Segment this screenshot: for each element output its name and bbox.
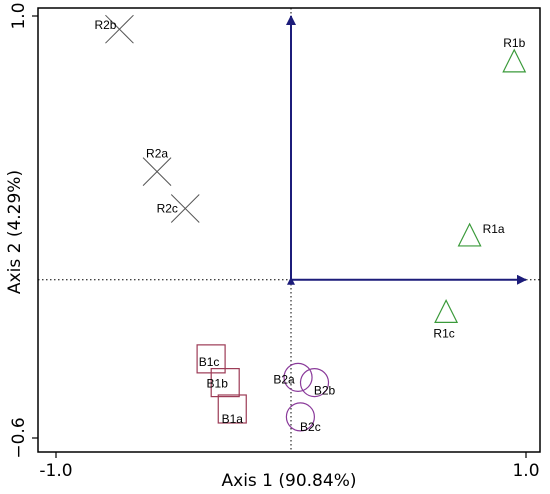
point-r2c-marker bbox=[170, 194, 200, 223]
point-b2b-marker bbox=[299, 368, 330, 398]
point-r1c-label: R1c bbox=[433, 326, 454, 340]
point-r2a-marker-stroke-b bbox=[142, 157, 172, 186]
point-b2c-label: B2c bbox=[300, 420, 321, 434]
point-b2a-marker bbox=[283, 362, 313, 392]
point-r2b-marker bbox=[105, 14, 134, 44]
point-b1c-label: B1c bbox=[199, 355, 220, 369]
point-b2c-marker bbox=[285, 402, 315, 432]
point-r2a-label: R2a bbox=[146, 147, 168, 161]
point-b1a-marker bbox=[217, 394, 247, 424]
origin-marker bbox=[287, 276, 295, 285]
point-r1a-label: R1a bbox=[483, 222, 505, 236]
x-axis-title: Axis 1 (90.84%) bbox=[222, 471, 357, 491]
point-r2a-marker bbox=[142, 157, 172, 186]
point-b2a-label: B2a bbox=[273, 372, 295, 386]
point-b1c-marker bbox=[196, 344, 226, 374]
y-tick-label: 1.0 bbox=[9, 2, 29, 29]
point-r2b-label: R2b bbox=[94, 18, 116, 32]
point-b1a-label: B1a bbox=[222, 412, 244, 426]
point-r1b-label: R1b bbox=[503, 36, 525, 50]
point-b2b-label: B2b bbox=[314, 384, 336, 398]
plot-frame bbox=[37, 7, 541, 453]
point-b1b-label: B1b bbox=[207, 377, 229, 391]
x-tick-label: 1.0 bbox=[512, 461, 539, 481]
x-tick-label: -1.0 bbox=[39, 461, 72, 481]
point-r1a-marker bbox=[457, 222, 482, 247]
point-r1b-marker bbox=[502, 48, 527, 73]
point-r2c-label: R2c bbox=[157, 202, 178, 216]
point-r2b-marker-stroke-b bbox=[105, 14, 134, 44]
y-tick-label: −0.6 bbox=[9, 417, 29, 458]
point-r2c-marker-stroke-b bbox=[170, 194, 200, 223]
y-axis-title: Axis 2 (4.29%) bbox=[5, 170, 25, 294]
point-r1c-marker bbox=[434, 299, 459, 323]
